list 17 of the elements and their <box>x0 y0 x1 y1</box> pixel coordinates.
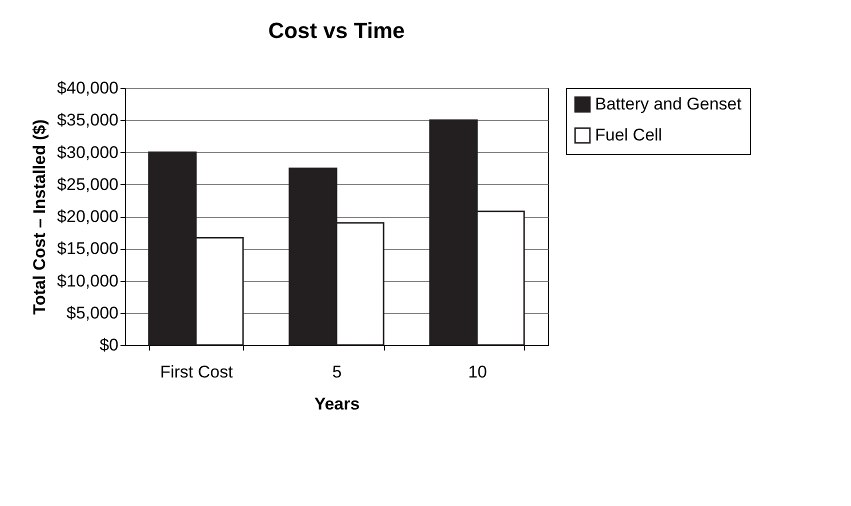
x-tick-label: 5 <box>332 362 342 382</box>
x-axis-title: Years <box>314 394 360 414</box>
y-tick-label: $35,000 <box>57 110 118 130</box>
y-axis-title: Total Cost – Installed ($) <box>30 119 50 315</box>
x-tick-label: 10 <box>468 362 487 382</box>
x-tick-label: First Cost <box>160 362 234 382</box>
legend-label: Battery and Genset <box>595 94 742 114</box>
y-tick-label: $40,000 <box>57 78 118 98</box>
legend-label: Fuel Cell <box>595 126 662 144</box>
y-tick-label: $15,000 <box>57 239 118 258</box>
y-tick-label: $10,000 <box>57 271 118 290</box>
y-tick-label: $5,000 <box>66 303 118 322</box>
y-tick-label: $25,000 <box>57 174 118 194</box>
y-tick-label: $30,000 <box>57 142 118 162</box>
y-tick-label: $0 <box>100 336 118 354</box>
y-tick-label: $20,000 <box>57 207 118 226</box>
chart-title: Cost vs Time <box>268 18 405 43</box>
